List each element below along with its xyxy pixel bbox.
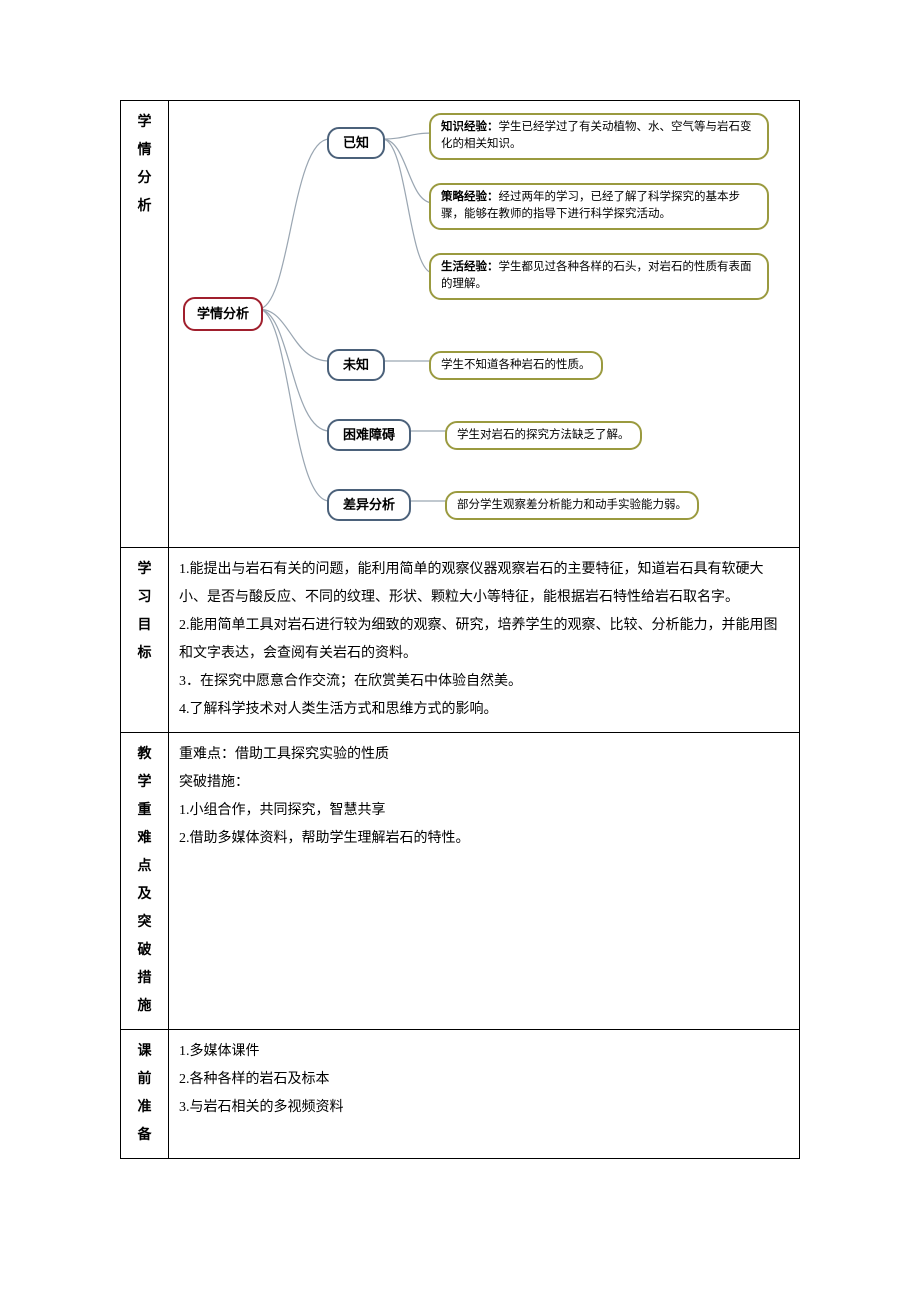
mindmap-connectors [179, 109, 789, 539]
mind-leaf-k3: 生活经验：学生都见过各种各样的石头，对岩石的性质有表面的理解。 [429, 253, 769, 300]
prep-p2: 2.各种各样的岩石及标本 [179, 1066, 789, 1094]
mind-leaf-u1: 学生不知道各种岩石的性质。 [429, 351, 603, 380]
leaf-text: 策略经验：经过两年的学习，已经了解了科学探究的基本步骤，能够在教师的指导下进行科… [441, 189, 757, 224]
branch-label: 差异分析 [343, 495, 395, 515]
leaf-text: 生活经验：学生都见过各种各样的石头，对岩石的性质有表面的理解。 [441, 259, 757, 294]
mind-leaf-o1: 学生对岩石的探究方法缺乏了解。 [445, 421, 642, 450]
goal-p2: 2.能用简单工具对岩石进行较为细致的观察、研究，培养学生的观察、比较、分析能力，… [179, 612, 789, 668]
lesson-plan-table: 学情分析 [120, 100, 800, 1159]
diff-p4: 2.借助多媒体资料，帮助学生理解岩石的特性。 [179, 825, 789, 853]
row-prep: 课前准备 1.多媒体课件 2.各种各样的岩石及标本 3.与岩石相关的多视频资料 [121, 1030, 800, 1159]
label-text: 学习目标 [131, 556, 158, 668]
mind-leaf-k2: 策略经验：经过两年的学习，已经了解了科学探究的基本步骤，能够在教师的指导下进行科… [429, 183, 769, 230]
leaf-text: 学生不知道各种岩石的性质。 [441, 357, 591, 374]
mind-branch-obstacle: 困难障碍 [327, 419, 411, 451]
leaf-text: 知识经验：学生已经学过了有关动植物、水、空气等与岩石变化的相关知识。 [441, 119, 757, 154]
mind-root: 学情分析 [183, 297, 263, 331]
mind-leaf-k1: 知识经验：学生已经学过了有关动植物、水、空气等与岩石变化的相关知识。 [429, 113, 769, 160]
row-difficulties: 教学重难点及突破措施 重难点：借助工具探究实验的性质 突破措施： 1.小组合作，… [121, 733, 800, 1030]
cell-prep: 1.多媒体课件 2.各种各样的岩石及标本 3.与岩石相关的多视频资料 [169, 1030, 800, 1159]
document-page: 学情分析 [120, 100, 800, 1159]
row-goals: 学习目标 1.能提出与岩石有关的问题，能利用简单的观察仪器观察岩石的主要特征，知… [121, 548, 800, 733]
mind-branch-unknown: 未知 [327, 349, 385, 381]
mind-leaf-d1: 部分学生观察差分析能力和动手实验能力弱。 [445, 491, 699, 520]
branch-label: 已知 [343, 133, 369, 153]
label-text: 课前准备 [131, 1038, 158, 1150]
leaf-text: 学生对岩石的探究方法缺乏了解。 [457, 427, 630, 444]
mind-branch-diff: 差异分析 [327, 489, 411, 521]
cell-goals: 1.能提出与岩石有关的问题，能利用简单的观察仪器观察岩石的主要特征，知道岩石具有… [169, 548, 800, 733]
label-difficulties: 教学重难点及突破措施 [121, 733, 169, 1030]
label-text: 教学重难点及突破措施 [131, 741, 158, 1021]
goal-p1: 1.能提出与岩石有关的问题，能利用简单的观察仪器观察岩石的主要特征，知道岩石具有… [179, 556, 789, 612]
goal-p3: 3．在探究中愿意合作交流；在欣赏美石中体验自然美。 [179, 668, 789, 696]
diff-p3: 1.小组合作，共同探究，智慧共享 [179, 797, 789, 825]
leaf-text: 部分学生观察差分析能力和动手实验能力弱。 [457, 497, 687, 514]
goal-p4: 4.了解科学技术对人类生活方式和思维方式的影响。 [179, 696, 789, 724]
branch-label: 未知 [343, 355, 369, 375]
label-analysis: 学情分析 [121, 101, 169, 548]
cell-difficulties: 重难点：借助工具探究实验的性质 突破措施： 1.小组合作，共同探究，智慧共享 2… [169, 733, 800, 1030]
label-goals: 学习目标 [121, 548, 169, 733]
mind-root-label: 学情分析 [197, 304, 249, 324]
row-analysis: 学情分析 [121, 101, 800, 548]
branch-label: 困难障碍 [343, 425, 395, 445]
mind-branch-known: 已知 [327, 127, 385, 159]
prep-p3: 3.与岩石相关的多视频资料 [179, 1094, 789, 1122]
diff-p1: 重难点：借助工具探究实验的性质 [179, 741, 789, 769]
label-prep: 课前准备 [121, 1030, 169, 1159]
prep-p1: 1.多媒体课件 [179, 1038, 789, 1066]
cell-analysis: 学情分析 已知 未知 困难障碍 差异分析 知识经验：学生已经学过了有关动植物、水… [169, 101, 800, 548]
mindmap: 学情分析 已知 未知 困难障碍 差异分析 知识经验：学生已经学过了有关动植物、水… [179, 109, 789, 539]
diff-p2: 突破措施： [179, 769, 789, 797]
label-text: 学情分析 [131, 109, 158, 221]
